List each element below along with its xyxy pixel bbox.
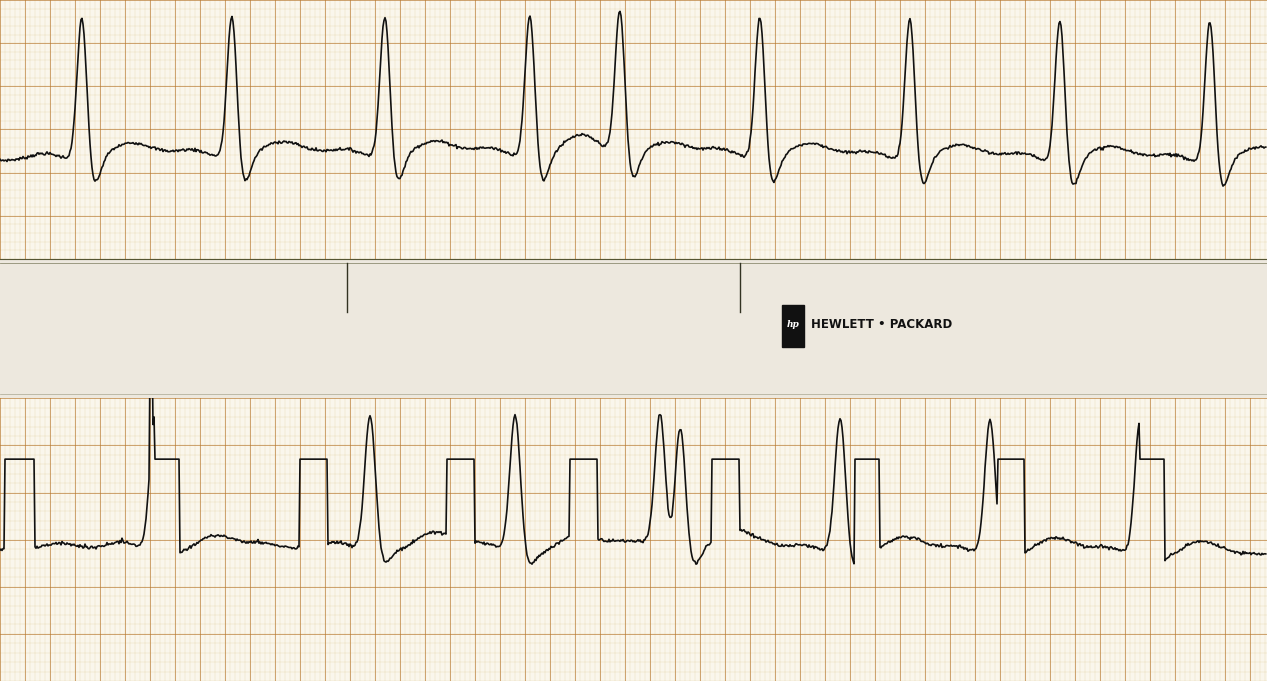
Text: hp: hp — [787, 320, 799, 329]
Bar — [782, 305, 803, 347]
Text: HEWLETT • PACKARD: HEWLETT • PACKARD — [811, 318, 952, 331]
